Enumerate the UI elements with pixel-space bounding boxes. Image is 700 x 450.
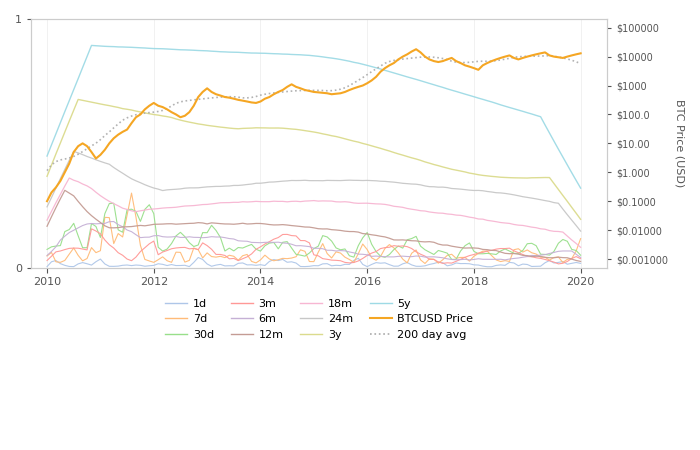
Legend: 1d, 7d, 30d, 3m, 6m, 12m, 18m, 24m, 3y, 5y, BTCUSD Price, 200 day avg: 1d, 7d, 30d, 3m, 6m, 12m, 18m, 24m, 3y, … — [160, 294, 478, 344]
Y-axis label: BTC Price (USD): BTC Price (USD) — [675, 99, 685, 188]
